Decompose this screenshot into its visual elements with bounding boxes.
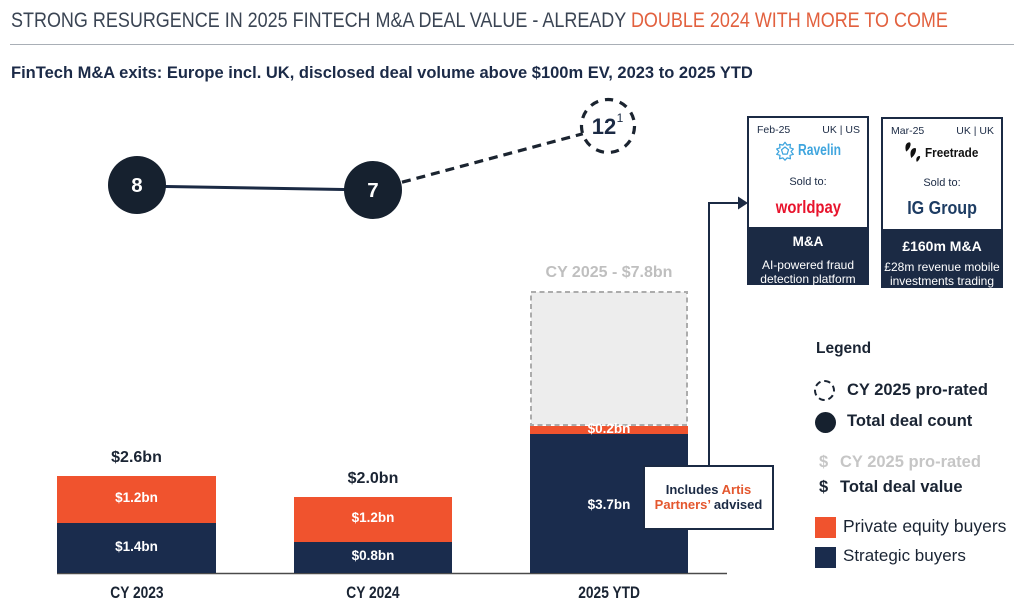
svg-text:7: 7 — [367, 179, 378, 202]
svg-text:1: 1 — [617, 111, 624, 125]
svg-text:8: 8 — [131, 174, 142, 197]
svg-text:12: 12 — [592, 114, 616, 139]
